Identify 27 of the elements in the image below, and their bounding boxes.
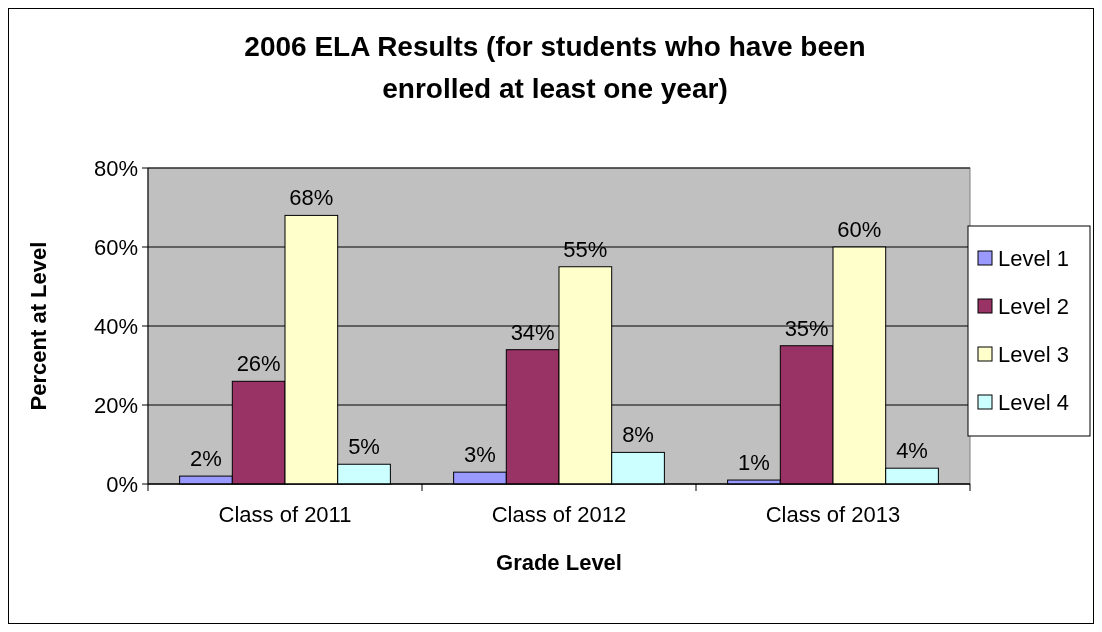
y-tick-label: 0% (106, 471, 138, 497)
y-axis-title: Percent at Level (26, 241, 51, 411)
y-tick-label: 40% (93, 313, 138, 339)
x-tick-label: Class of 2013 (765, 502, 901, 527)
data-label: 35% (784, 315, 829, 341)
legend-label: Level 4 (998, 389, 1069, 415)
y-tick-label: 20% (93, 392, 138, 418)
chart-title: 2006 ELA Results (for students who have been enrolled at least one year) (244, 31, 866, 104)
data-label: 55% (563, 236, 608, 262)
y-tick-label: 60% (93, 234, 138, 260)
data-label: 3% (464, 442, 496, 468)
legend-label: Level 1 (998, 245, 1069, 271)
x-tick-label: Class of 2011 (218, 502, 352, 527)
x-axis-title: Grade Level (496, 550, 622, 575)
x-tick-label: Class of 2012 (491, 502, 627, 527)
data-label: 4% (896, 438, 928, 464)
legend-label: Level 3 (998, 341, 1069, 367)
legend-label: Level 2 (998, 293, 1069, 319)
data-label: 60% (837, 217, 882, 242)
data-label: 1% (738, 450, 770, 476)
data-label: 26% (236, 351, 281, 377)
y-tick-label: 80% (93, 155, 138, 181)
data-label: 8% (622, 422, 654, 448)
data-label: 34% (510, 319, 555, 345)
data-label: 2% (190, 446, 222, 472)
data-label: 5% (348, 434, 380, 460)
data-label: 68% (289, 185, 334, 211)
